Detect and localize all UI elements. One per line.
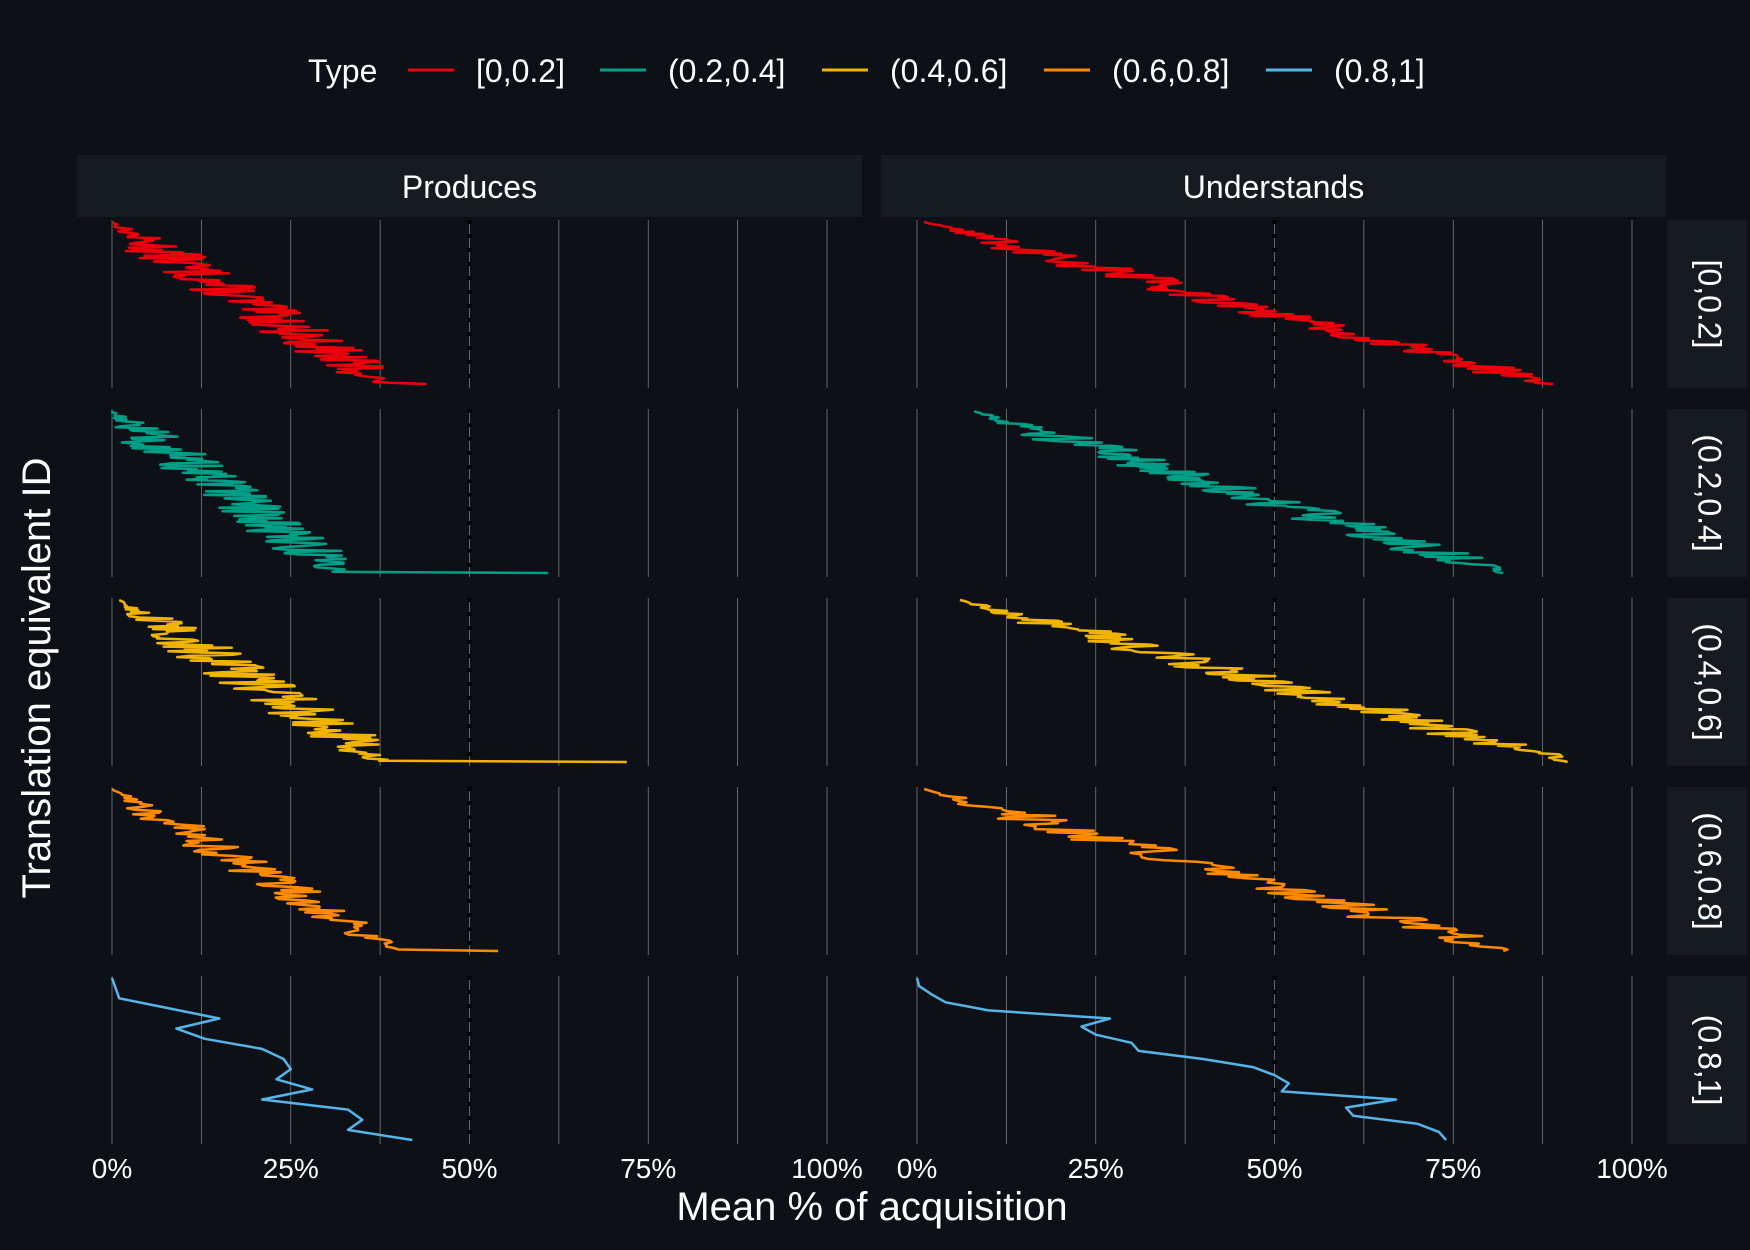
row-strip-label-2: (0.2,0.4] — [1692, 434, 1728, 551]
row-strip-label-3: (0.4,0.6] — [1692, 623, 1728, 740]
x-axis-title: Mean % of acquisition — [676, 1185, 1067, 1229]
panels: Produces Understands [0,0.2] (0.2,0.4] (0.4,… — [77, 155, 1747, 1184]
strip-understands — [881, 155, 1666, 217]
series-line-understands-2 — [973, 409, 1504, 575]
row-strip-2 — [1667, 409, 1747, 577]
row-strip-label-1: [0,0.2] — [1692, 260, 1728, 349]
y-axis-title: Translation equivalent ID — [15, 458, 59, 899]
series-line-understands-3 — [959, 598, 1568, 764]
row-strip-3 — [1667, 598, 1747, 766]
strip-produces — [77, 155, 862, 217]
x-tick-label: 100% — [1596, 1153, 1668, 1184]
strip-label-understands: Understands — [1183, 169, 1364, 205]
row-strip-1 — [1667, 220, 1747, 388]
legend-label-3: (0.4,0.6] — [890, 53, 1007, 89]
x-tick-label: 25% — [263, 1153, 319, 1184]
x-tick-label: 75% — [1425, 1153, 1481, 1184]
series-line-understands-5 — [915, 977, 1448, 1141]
x-tick-label: 25% — [1068, 1153, 1124, 1184]
series-line-produces-5 — [110, 977, 413, 1142]
series-line-understands-4 — [923, 787, 1509, 953]
legend-label-2: (0.2,0.4] — [668, 53, 785, 89]
series-line-produces-1 — [111, 220, 427, 386]
strip-label-produces: Produces — [402, 169, 537, 205]
x-tick-label: 100% — [791, 1153, 863, 1184]
legend-title: Type — [308, 53, 377, 89]
series-line-produces-3 — [118, 598, 627, 764]
series-line-understands-1 — [923, 220, 1554, 386]
x-tick-label: 0% — [897, 1153, 937, 1184]
row-strip-4 — [1667, 787, 1747, 955]
x-tick-label: 0% — [92, 1153, 132, 1184]
series-line-produces-2 — [110, 410, 549, 575]
x-tick-label: 50% — [441, 1153, 497, 1184]
series-line-produces-4 — [111, 788, 499, 953]
legend-label-1: [0,0.2] — [476, 53, 565, 89]
row-strip-label-4: (0.6,0.8] — [1692, 812, 1728, 929]
legend: Type [0,0.2] (0.2,0.4] (0.4,0.6] (0.6,0.8] (… — [308, 53, 1425, 89]
row-strip-label-5: (0.8,1] — [1692, 1015, 1728, 1106]
x-tick-label: 50% — [1246, 1153, 1302, 1184]
legend-label-5: (0.8,1] — [1334, 53, 1425, 89]
legend-label-4: (0.6,0.8] — [1112, 53, 1229, 89]
x-tick-label: 75% — [620, 1153, 676, 1184]
row-strip-5 — [1667, 976, 1747, 1144]
